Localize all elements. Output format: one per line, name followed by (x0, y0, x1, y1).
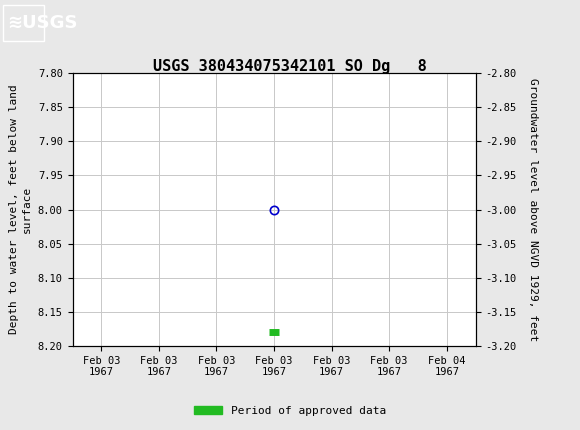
Y-axis label: Groundwater level above NGVD 1929, feet: Groundwater level above NGVD 1929, feet (528, 78, 538, 341)
Text: USGS 380434075342101 SO Dg   8: USGS 380434075342101 SO Dg 8 (153, 59, 427, 74)
Y-axis label: Depth to water level, feet below land
surface: Depth to water level, feet below land su… (9, 85, 32, 335)
Bar (3, 4, 43, 41)
Text: ≋USGS: ≋USGS (7, 14, 78, 31)
Legend: Period of approved data: Period of approved data (190, 401, 390, 420)
